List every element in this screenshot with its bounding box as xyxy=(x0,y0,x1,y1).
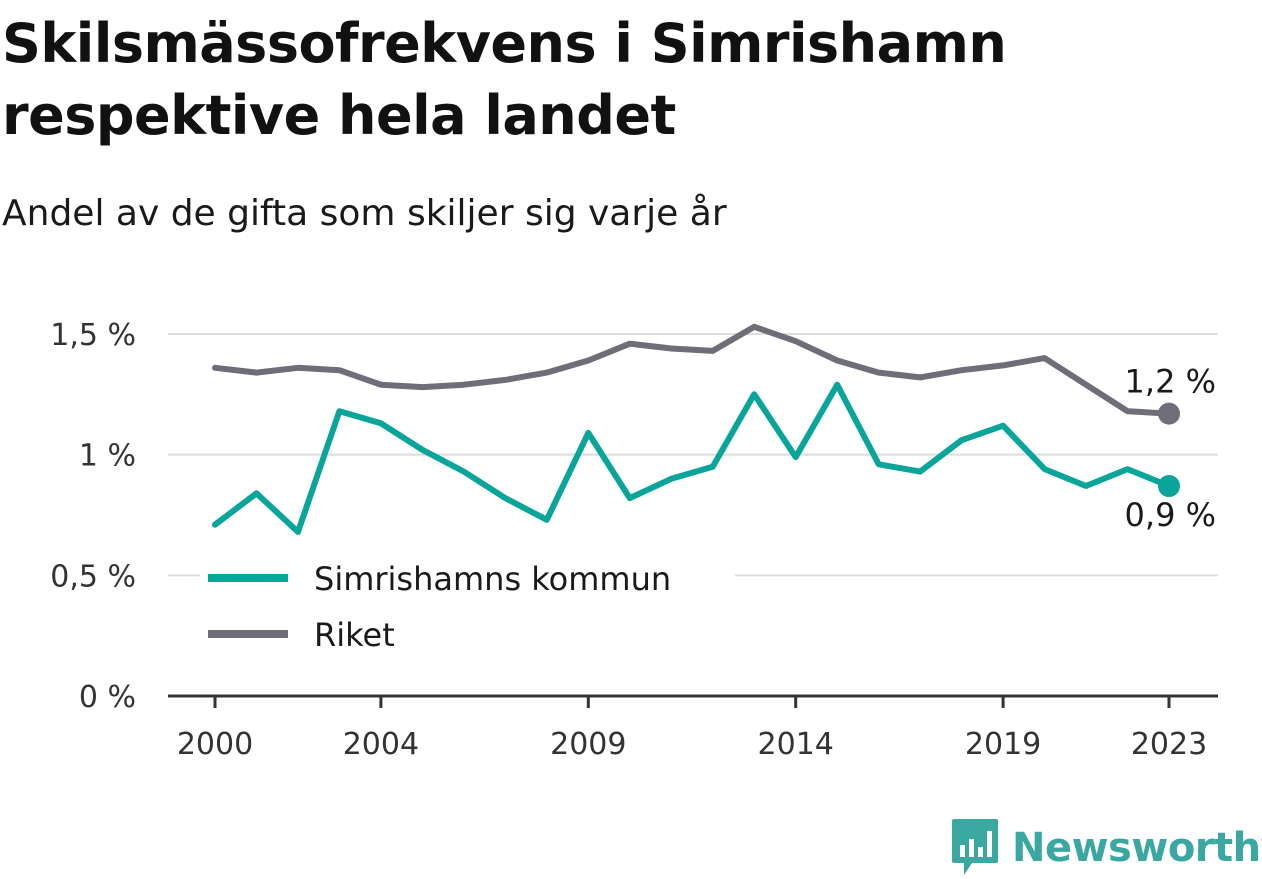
end-point-simrishamn xyxy=(1158,475,1180,498)
end-label-riket: 1,2 % xyxy=(1125,363,1216,401)
x-tick-label: 2014 xyxy=(758,727,834,762)
series-line-riket xyxy=(212,323,1172,417)
y-tick-label: 0,5 % xyxy=(50,559,136,594)
brand-name: Newsworthy xyxy=(1012,825,1262,871)
legend: Simrishamns kommun Riket xyxy=(200,552,735,654)
newsworthy-logo-icon xyxy=(952,819,998,875)
chart-title: Skilsmässofrekvens i Simrishamn respekti… xyxy=(2,12,1007,147)
legend-background xyxy=(200,552,735,602)
series xyxy=(212,323,1180,535)
legend-label-riket: Riket xyxy=(314,616,395,654)
chart-subtitle: Andel av de gifta som skiljer sig varje … xyxy=(2,193,727,234)
end-label-simrishamn: 0,9 % xyxy=(1125,496,1216,534)
y-tick-label: 1,5 % xyxy=(50,318,136,353)
end-labels: 1,2 % 0,9 % xyxy=(1125,363,1216,534)
y-tick-label: 1 % xyxy=(79,439,136,474)
x-tick-label: 2023 xyxy=(1131,727,1207,762)
x-tick-label: 2000 xyxy=(177,727,253,762)
series-line-simrishamn xyxy=(212,381,1172,535)
x-tick-label: 2004 xyxy=(343,727,419,762)
x-axis: 2000 2004 2009 2014 2019 2023 xyxy=(168,694,1218,762)
legend-label-simrishamn: Simrishamns kommun xyxy=(314,560,671,598)
y-tick-label: 0 % xyxy=(79,680,136,715)
x-tick-label: 2019 xyxy=(965,727,1041,762)
newsworthy-brand: Newsworthy xyxy=(950,818,1262,878)
x-tick-label: 2009 xyxy=(550,727,626,762)
y-axis-tick-labels: 0 % 0,5 % 1 % 1,5 % xyxy=(50,318,136,715)
end-point-riket xyxy=(1158,402,1180,425)
